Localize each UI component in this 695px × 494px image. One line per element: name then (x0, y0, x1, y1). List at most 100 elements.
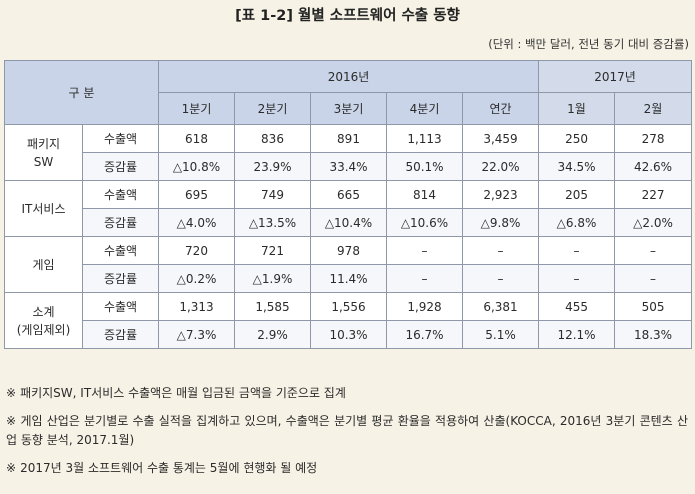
change-label: 증감률 (82, 152, 159, 181)
value-cell: △4.0% (158, 208, 235, 237)
value-cell: 721 (234, 236, 311, 265)
export-label: 수출액 (82, 180, 159, 209)
table-row: 증감률 △10.8% 23.9% 33.4% 50.1% 22.0% 34.5% 42.6% (5, 152, 693, 181)
table-row: 패키지 SW 수출액 618 836 891 1,113 3,459 250 278 (4, 124, 693, 181)
category-label: 패키지 (26, 136, 61, 151)
value-cell: △9.8% (461, 208, 540, 237)
value-cell: – (461, 264, 540, 293)
value-cell: 455 (538, 292, 616, 321)
category-label: 게임 (32, 257, 55, 272)
value-cell: 836 (234, 124, 311, 153)
value-cell: 10.3% (310, 320, 387, 349)
note-mark: ※ (6, 461, 17, 475)
value-cell: △6.8% (538, 208, 616, 237)
note-mark: ※ (6, 414, 17, 428)
value-cell: 227 (614, 180, 693, 209)
q2-header: 2분기 (234, 92, 311, 125)
value-cell: 1,313 (158, 292, 235, 321)
category-label: (게임제외) (16, 322, 71, 337)
category-cell: 게임 (4, 236, 83, 293)
export-label: 수출액 (82, 124, 159, 153)
value-cell: 5.1% (461, 320, 540, 349)
table-row: 소계 (게임제외) 수출액 1,313 1,585 1,556 1,928 6,381 455 5… (4, 292, 693, 349)
value-cell: 695 (158, 180, 235, 209)
export-label: 수출액 (82, 292, 159, 321)
value-cell: – (538, 236, 616, 265)
table-body: 패키지 SW 수출액 618 836 891 1,113 3,459 250 278 증감률 △10.… (4, 124, 693, 349)
value-cell: △10.8% (158, 152, 235, 181)
table-row: 게임 수출액 720 721 978– – – – (4, 236, 693, 293)
value-cell: △2.0% (614, 208, 693, 237)
value-cell: 3,459 (461, 124, 540, 153)
value-cell: 1,113 (386, 124, 463, 153)
value-cell: 618 (158, 124, 235, 153)
value-cell: – (538, 264, 616, 293)
value-cell: △1.9% (234, 264, 311, 293)
change-label: 증감률 (82, 264, 159, 293)
table-row: 증감률 △0.2% △1.9% 11.4% – – – – (5, 264, 693, 293)
value-cell: – (614, 264, 693, 293)
value-cell: △10.6% (386, 208, 463, 237)
value-cell: 205 (538, 180, 616, 209)
value-cell: 1,585 (234, 292, 311, 321)
footnote: ※ 2017년 3월 소프트웨어 수출 통계는 5월에 현행화 될 예정 (6, 459, 688, 478)
unit-note: (단위 : 백만 달러, 전년 동기 대비 증감률) (488, 37, 689, 51)
value-cell: 720 (158, 236, 235, 265)
note-text: 게임 산업은 분기별로 수출 실적을 집계하고 있으며, 수출액은 분기별 평균… (6, 414, 688, 447)
value-cell: 12.1% (538, 320, 616, 349)
value-cell: 505 (614, 292, 693, 321)
change-label: 증감률 (82, 320, 159, 349)
value-cell: 1,556 (310, 292, 387, 321)
value-cell: 665 (310, 180, 387, 209)
value-cell: △10.4% (310, 208, 387, 237)
jan-header: 1월 (538, 92, 616, 125)
q4-header: 4분기 (386, 92, 463, 125)
value-cell: 6,381 (461, 292, 540, 321)
value-cell: 749 (234, 180, 311, 209)
export-label: 수출액 (82, 236, 159, 265)
note-mark: ※ (6, 386, 17, 400)
year-2017-header: 2017년 (538, 60, 693, 93)
value-cell: 2,923 (461, 180, 540, 209)
export-table: 구 분 2016년 2017년 1분기 2분기 3분기 4분기 연간 1월 2월… (4, 60, 693, 349)
value-cell: – (386, 236, 463, 265)
value-cell: △0.2% (158, 264, 235, 293)
value-cell: 23.9% (234, 152, 311, 181)
value-cell: 42.6% (614, 152, 693, 181)
value-cell: 11.4% (310, 264, 387, 293)
value-cell: 50.1% (386, 152, 463, 181)
value-cell: – (386, 264, 463, 293)
value-cell: 16.7% (386, 320, 463, 349)
category-label: SW (33, 154, 54, 169)
value-cell: 891 (310, 124, 387, 153)
year-2016-header: 2016년 (157, 60, 540, 93)
division-header: 구 분 (4, 60, 159, 125)
value-cell: 250 (538, 124, 616, 153)
footnotes: ※ 패키지SW, IT서비스 수출액은 매월 입금된 금액을 기준으로 집계 ※ 게… (6, 384, 688, 487)
table-row: IT서비스 수출액 695 749 665 814 2,923 205 227 (4, 180, 693, 237)
value-cell: △7.3% (158, 320, 235, 349)
value-cell: 978 (310, 236, 387, 265)
category-label: IT서비스 (21, 201, 66, 216)
category-cell: 소계 (게임제외) (4, 292, 83, 349)
value-cell: 2.9% (234, 320, 311, 349)
value-cell: 18.3% (614, 320, 693, 349)
value-cell: 33.4% (310, 152, 387, 181)
category-cell: IT서비스 (4, 180, 83, 237)
annual-header: 연간 (461, 92, 540, 125)
table-title: [표 1-2] 월별 소프트웨어 수출 동향 (235, 8, 460, 24)
footnote: ※ 게임 산업은 분기별로 수출 실적을 집계하고 있으며, 수출액은 분기별 평… (6, 412, 688, 450)
category-label: 소계 (32, 304, 55, 319)
value-cell: 278 (614, 124, 693, 153)
value-cell: 34.5% (538, 152, 616, 181)
value-cell: 22.0% (461, 152, 540, 181)
table-row: 증감률 △4.0% △13.5% △10.4% △10.6% △9.8% △6.8% △2.0… (5, 208, 693, 237)
feb-header: 2월 (614, 92, 693, 125)
value-cell: 814 (386, 180, 463, 209)
note-text: 패키지SW, IT서비스 수출액은 매월 입금된 금액을 기준으로 집계 (20, 386, 346, 400)
value-cell: △13.5% (234, 208, 311, 237)
category-cell: 패키지 SW (4, 124, 83, 181)
footnote: ※ 패키지SW, IT서비스 수출액은 매월 입금된 금액을 기준으로 집계 (6, 384, 688, 403)
value-cell: 1,928 (386, 292, 463, 321)
note-text: 2017년 3월 소프트웨어 수출 통계는 5월에 현행화 될 예정 (20, 461, 318, 475)
